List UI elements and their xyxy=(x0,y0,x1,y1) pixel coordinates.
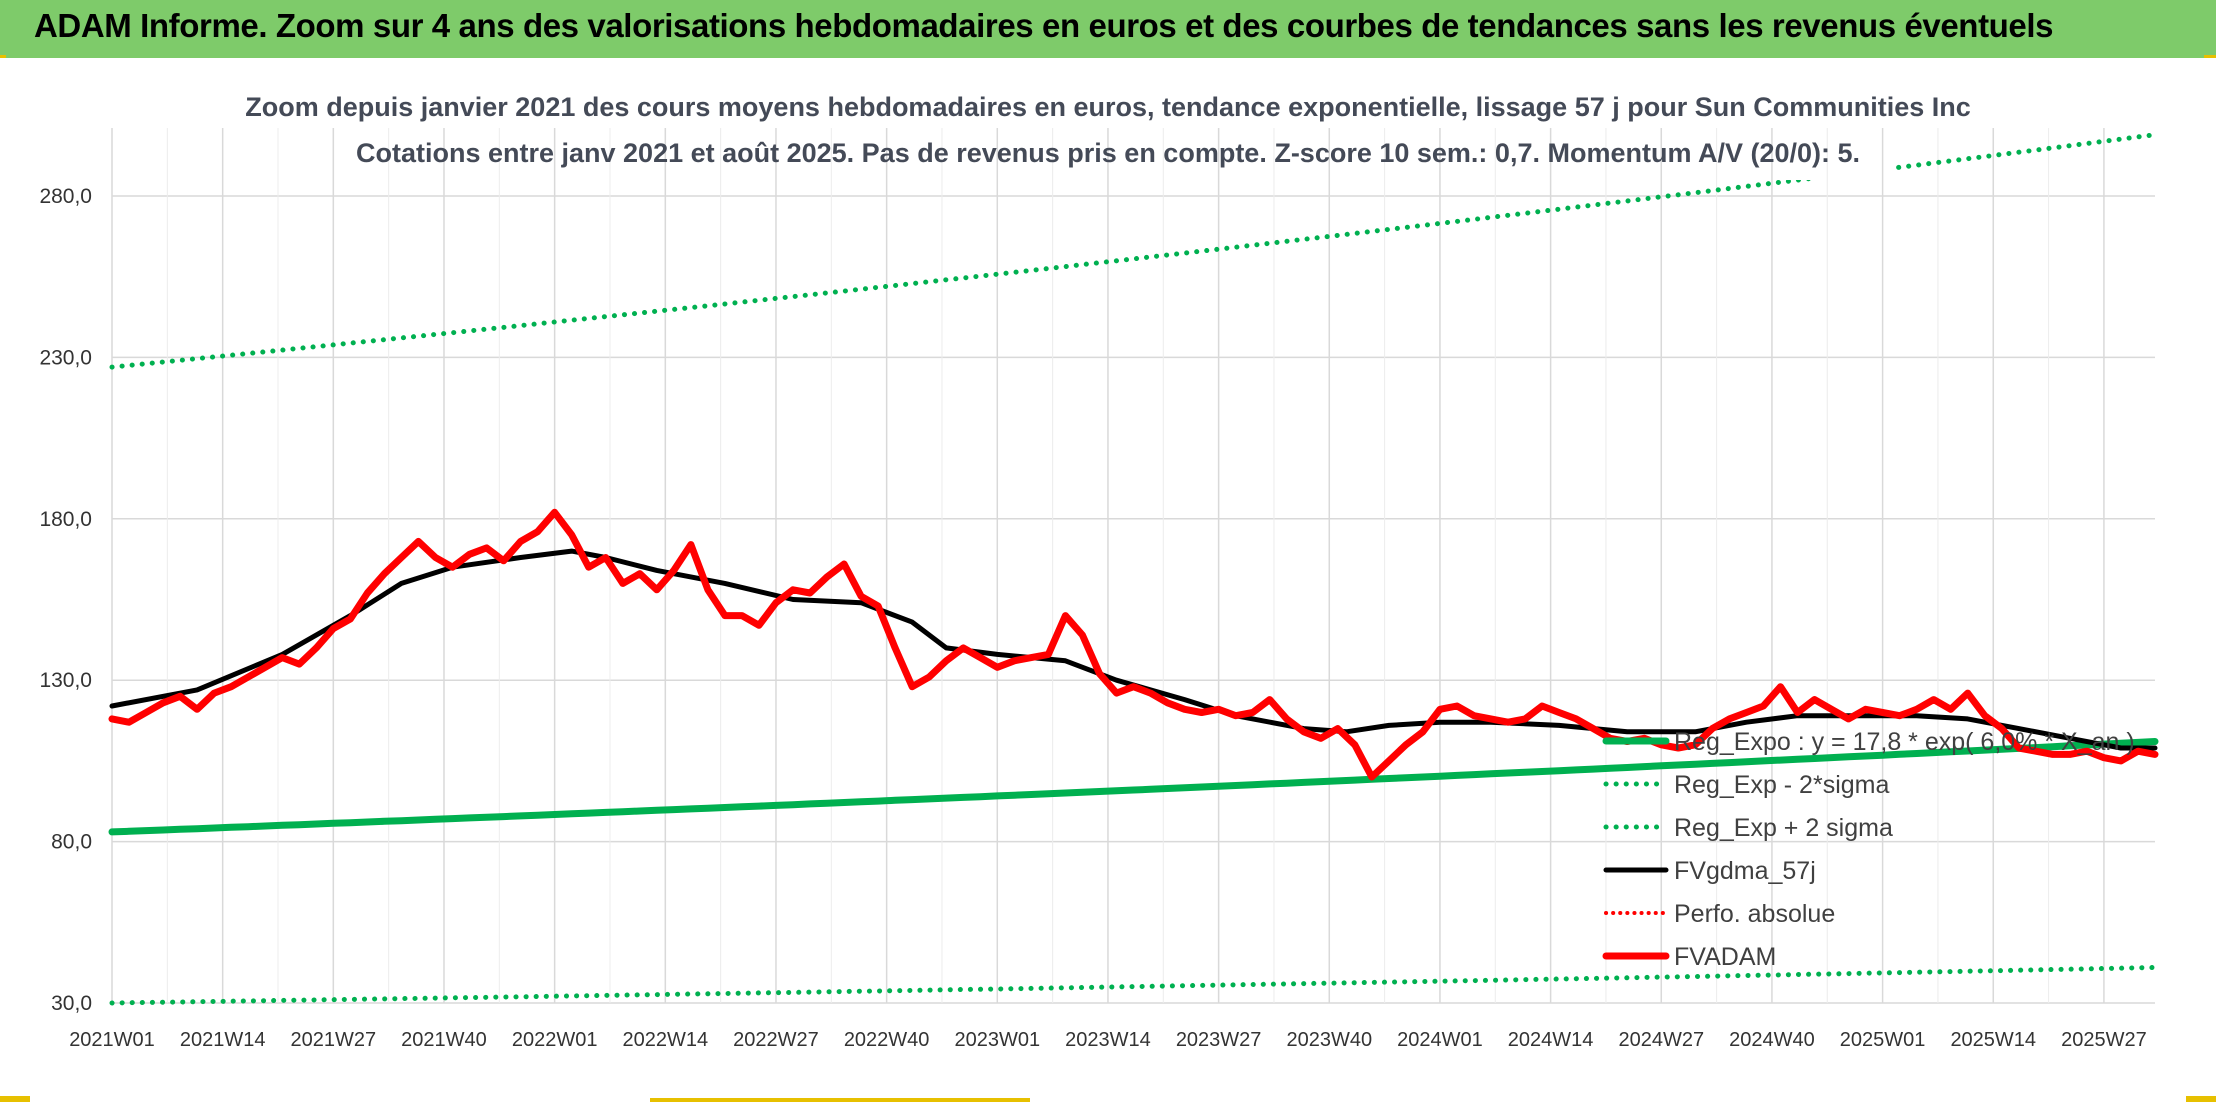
x-tick-label: 2025W27 xyxy=(2061,1029,2147,1051)
bottom-decoration-right xyxy=(2186,1096,2216,1102)
x-tick-label: 2022W01 xyxy=(512,1029,598,1051)
x-tick-label: 2022W40 xyxy=(844,1029,930,1051)
legend-label: FVgdma_57j xyxy=(1674,857,1816,885)
legend: Reg_Expo : y = 17,8 * exp( 6,0% * X_an )… xyxy=(1602,728,2135,971)
x-tick-label: 2024W40 xyxy=(1729,1029,1815,1051)
x-tick-label: 2023W01 xyxy=(954,1029,1040,1051)
x-tick-label: 2021W27 xyxy=(291,1029,377,1051)
series-reg-exp-minus-2sigma xyxy=(109,965,2158,1006)
x-tick-label: 2023W40 xyxy=(1286,1029,1372,1051)
series-reg-exp-plus-2sigma xyxy=(109,132,2158,370)
x-axis-ticks: 2021W01 2021W14 2021W27 2021W40 2022W01 2022W… xyxy=(69,1029,2147,1051)
bottom-decoration-left xyxy=(0,1096,30,1102)
y-tick-label: 280,0 xyxy=(39,185,92,208)
chart-subtitle: Cotations entre janv 2021 et août 2025. … xyxy=(356,138,1860,168)
y-tick-label: 130,0 xyxy=(39,669,92,692)
y-tick-label: 30,0 xyxy=(51,992,92,1015)
x-tick-label: 2024W01 xyxy=(1397,1029,1483,1051)
legend-label: Perfo. absolue xyxy=(1674,900,1835,928)
y-tick-label: 230,0 xyxy=(39,346,92,369)
x-tick-label: 2023W14 xyxy=(1065,1029,1151,1051)
x-tick-label: 2024W14 xyxy=(1508,1029,1594,1051)
legend-label: Reg_Exp + 2 sigma xyxy=(1674,814,1893,842)
series-layer xyxy=(108,132,2159,1006)
x-tick-label: 2021W01 xyxy=(69,1029,155,1051)
series-fvadam xyxy=(108,508,2159,781)
x-tick-label: 2021W40 xyxy=(401,1029,487,1051)
y-axis-ticks: 30,0 80,0 130,0 180,0 230,0 280,0 xyxy=(39,185,92,1015)
chart-title: Zoom depuis janvier 2021 des cours moyen… xyxy=(245,92,1971,122)
x-tick-label: 2022W14 xyxy=(623,1029,709,1051)
x-tick-label: 2024W27 xyxy=(1618,1029,1704,1051)
x-tick-label: 2022W27 xyxy=(733,1029,819,1051)
y-tick-label: 180,0 xyxy=(39,508,92,531)
x-tick-label: 2021W14 xyxy=(180,1029,266,1051)
grid xyxy=(111,128,2155,1004)
x-tick-label: 2025W14 xyxy=(1950,1029,2036,1051)
series-reg-expo xyxy=(108,738,2159,836)
x-tick-label: 2025W01 xyxy=(1840,1029,1926,1051)
report-banner-title: ADAM Informe. Zoom sur 4 ans des valoris… xyxy=(0,0,2216,58)
bottom-decoration-mid xyxy=(650,1098,1030,1102)
legend-label: FVADAM xyxy=(1674,943,1776,971)
y-tick-label: 80,0 xyxy=(51,831,92,854)
legend-label: Reg_Exp - 2*sigma xyxy=(1674,771,1889,799)
legend-label: Reg_Expo : y = 17,8 * exp( 6,0% * X_an ) xyxy=(1674,728,2135,756)
x-tick-label: 2023W27 xyxy=(1176,1029,1262,1051)
